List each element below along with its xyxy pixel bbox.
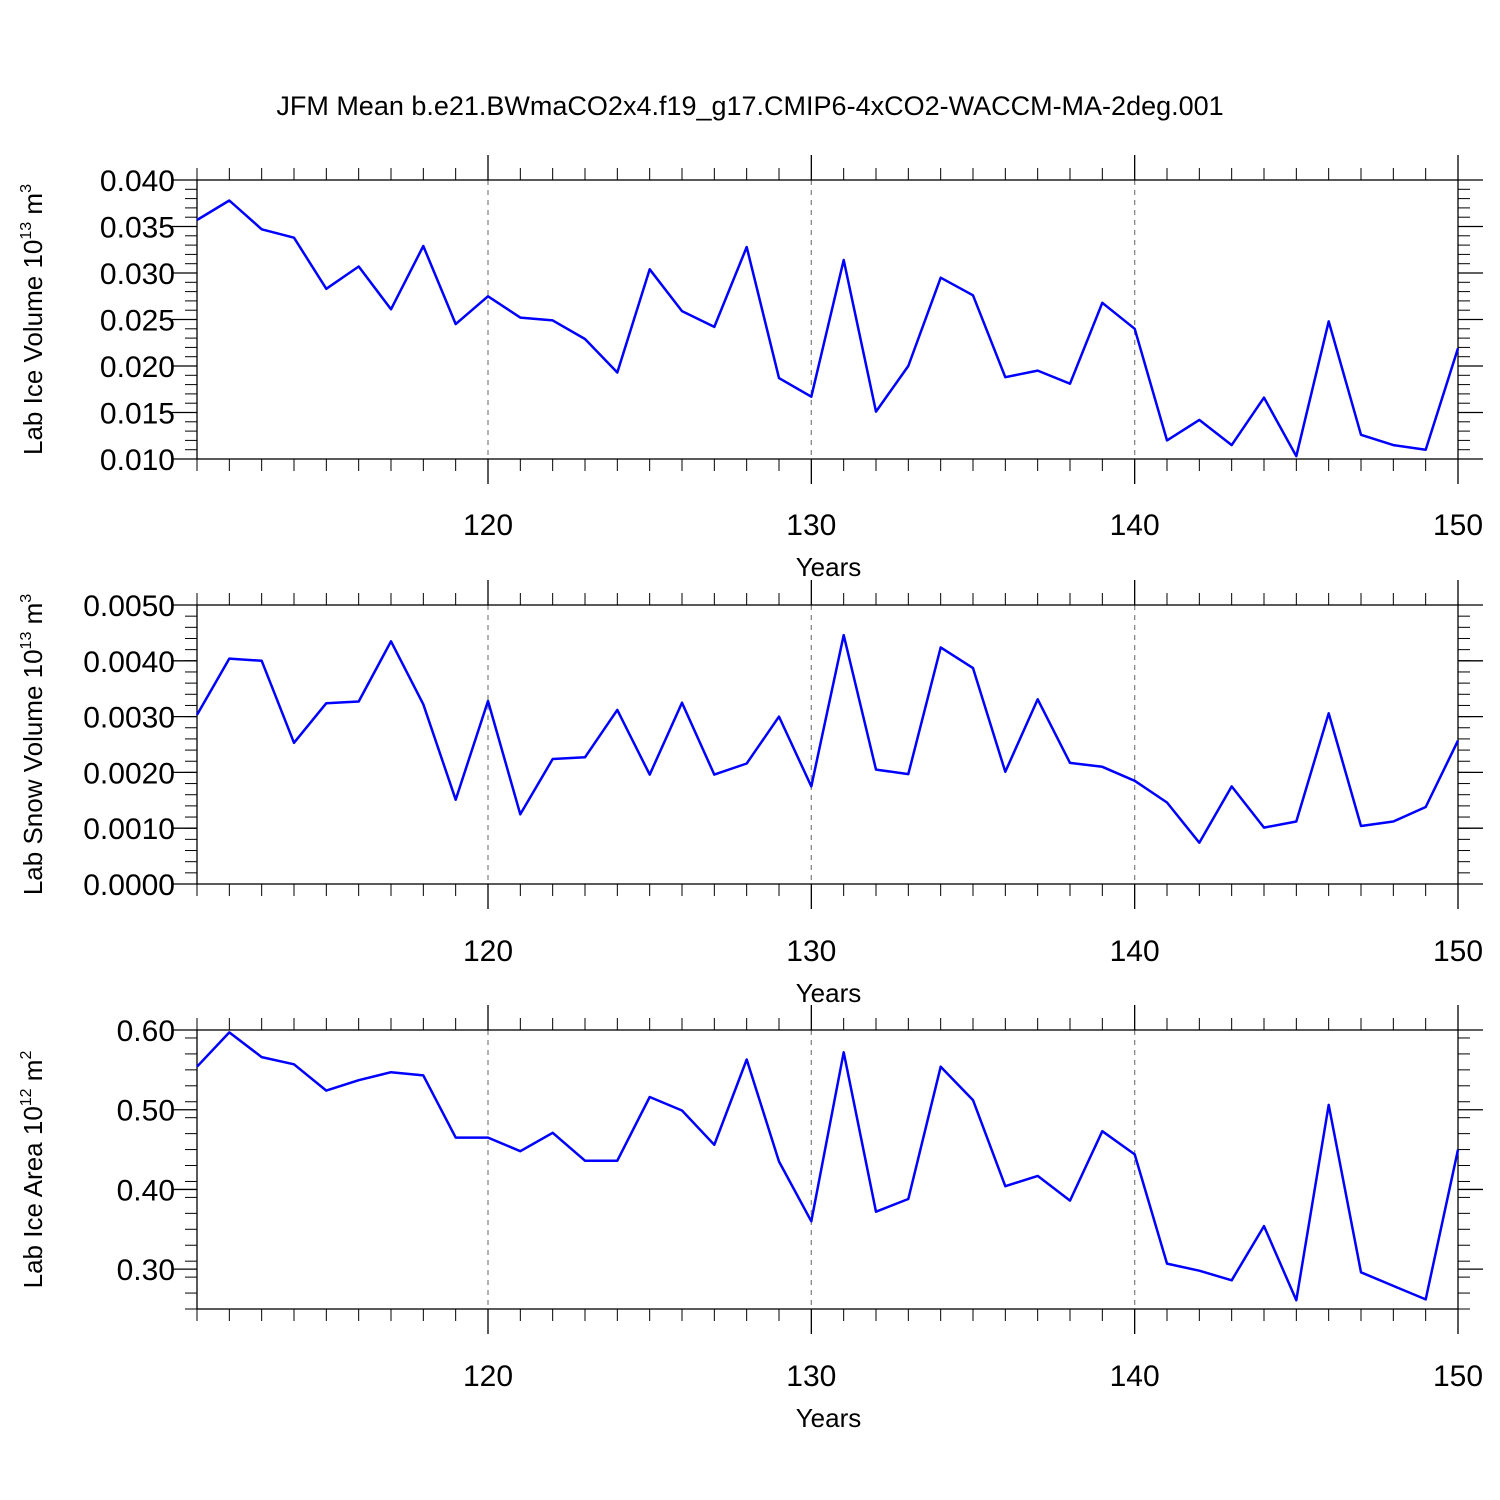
y-tick-label: 0.015 bbox=[100, 398, 175, 431]
series-line bbox=[196, 1031, 1460, 1302]
x-tick-label: 140 bbox=[1110, 509, 1160, 542]
y-tick-label: 0.020 bbox=[100, 351, 175, 384]
y-tick-label: 0.30 bbox=[117, 1254, 175, 1287]
x-tick-label: 150 bbox=[1433, 935, 1483, 968]
y-tick-label: 0.0050 bbox=[83, 590, 175, 623]
y-tick-label: 0.025 bbox=[100, 305, 175, 338]
y-tick-label: 0.60 bbox=[117, 1015, 175, 1048]
x-tick-label: 120 bbox=[463, 1360, 513, 1393]
y-tick-label: 0.0010 bbox=[83, 813, 175, 846]
x-axis-label: Years bbox=[796, 978, 862, 1008]
y-axis-label: Lab Ice Area 1012 m2 bbox=[18, 1051, 48, 1289]
x-tick-label: 150 bbox=[1433, 1360, 1483, 1393]
x-tick-label: 130 bbox=[786, 935, 836, 968]
x-tick-label: 130 bbox=[786, 1360, 836, 1393]
chart-panel-3: 0.30 0.40 0.50 0.60 120 130 140 150 Years Lab Ice… bbox=[18, 1005, 1483, 1433]
chart-title: JFM Mean b.e21.BWmaCO2x4.f19_g17.CMIP6-4… bbox=[276, 91, 1223, 121]
x-tick-label: 120 bbox=[463, 935, 513, 968]
y-tick-label: 0.040 bbox=[100, 165, 175, 198]
series-line bbox=[196, 199, 1460, 458]
series-line bbox=[195, 633, 1460, 844]
plot-frame bbox=[196, 179, 1459, 460]
y-tick-label: 0.035 bbox=[100, 212, 175, 245]
x-axis-label: Years bbox=[796, 552, 862, 582]
y-tick-label: 0.40 bbox=[117, 1174, 175, 1207]
x-tick-label: 140 bbox=[1110, 935, 1160, 968]
y-tick-label: 0.030 bbox=[100, 258, 175, 291]
y-tick-label: 0.0030 bbox=[83, 702, 175, 735]
x-tick-label: 120 bbox=[463, 509, 513, 542]
x-tick-label: 130 bbox=[786, 509, 836, 542]
y-axis-label: Lab Ice Volume 1013 m3 bbox=[18, 184, 48, 455]
y-tick-label: 0.0020 bbox=[83, 757, 175, 790]
y-tick-label: 0.50 bbox=[117, 1095, 175, 1128]
x-tick-label: 140 bbox=[1110, 1360, 1160, 1393]
y-tick-label: 0.010 bbox=[100, 444, 175, 477]
chart-panel-2: 0.0000 0.0010 0.0020 0.0030 0.0040 0.0050 120 1… bbox=[18, 580, 1483, 1008]
x-tick-label: 150 bbox=[1433, 509, 1483, 542]
y-tick-label: 0.0040 bbox=[83, 646, 175, 679]
plot-frame bbox=[196, 1029, 1459, 1310]
y-tick-label: 0.0000 bbox=[83, 869, 175, 902]
chart-panel-1: 0.010 0.015 0.020 0.025 0.030 0.035 0.040 120 13… bbox=[18, 155, 1483, 582]
x-axis-label: Years bbox=[796, 1403, 862, 1433]
plot-frame bbox=[196, 604, 1459, 885]
y-axis-label: Lab Snow Volume 1013 m3 bbox=[18, 594, 48, 895]
